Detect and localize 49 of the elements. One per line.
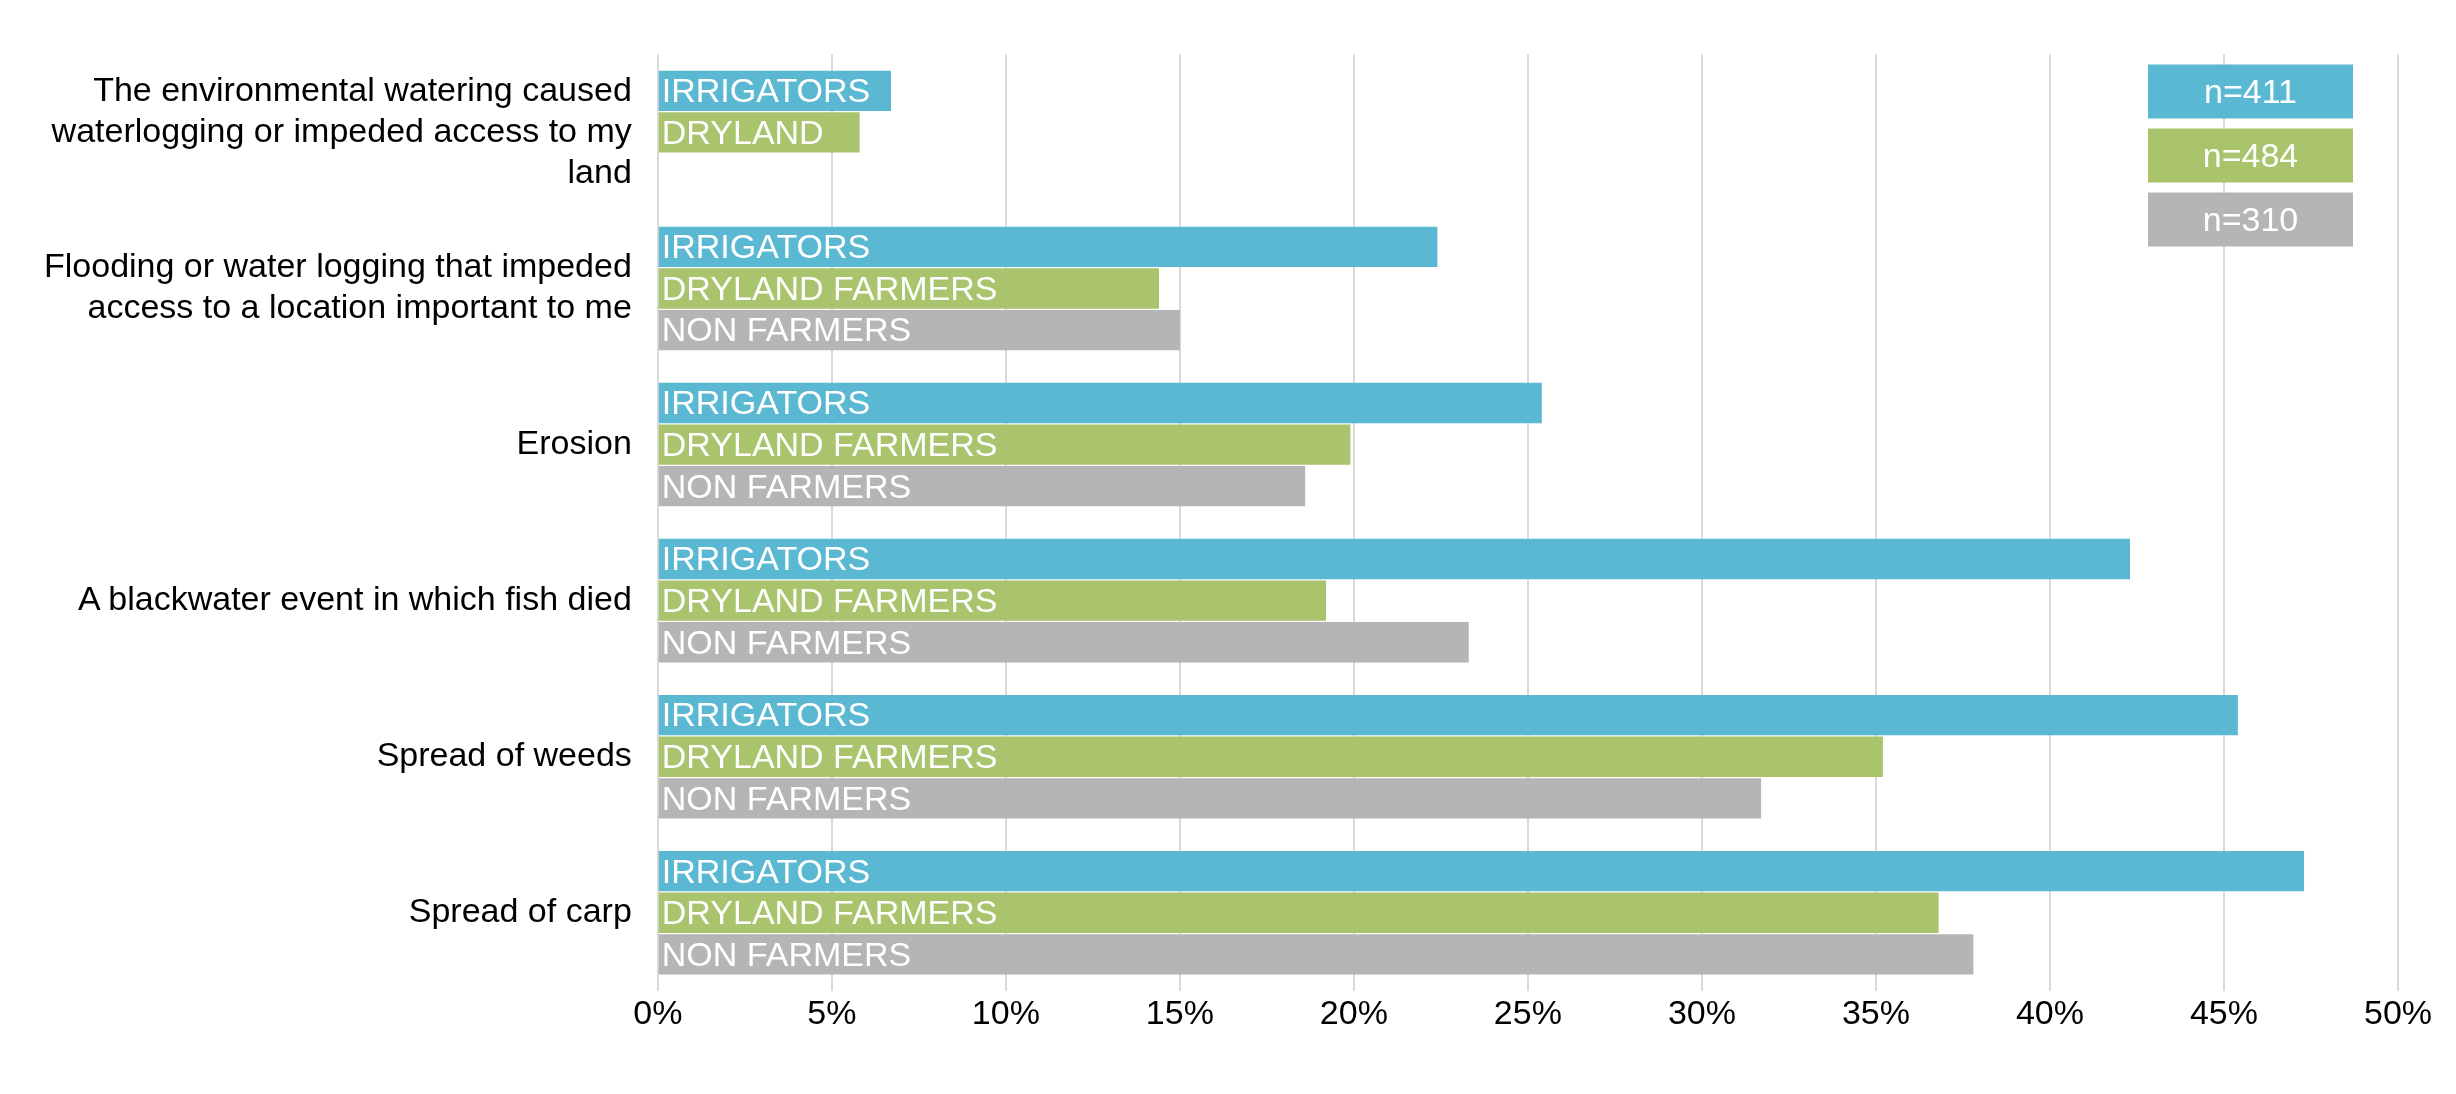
x-tick-label: 50% <box>2363 992 2433 1031</box>
data-label: NON FARMERS <box>661 778 912 817</box>
data-label: NON FARMERS <box>661 934 912 973</box>
data-label: IRRIGATORS <box>661 539 871 578</box>
x-tick-label: 45% <box>2189 992 2259 1031</box>
y-tick-label: Flooding or water logging that impeded access to a location important to me <box>44 246 632 326</box>
x-tick-label: 40% <box>2015 992 2084 1031</box>
x-tick-label: 0% <box>633 992 683 1031</box>
y-tick-label: Spread of carp <box>408 891 632 930</box>
data-label: NON FARMERS <box>661 466 912 505</box>
text: n=411 <box>2204 71 2297 110</box>
text: n=310 <box>2202 199 2299 238</box>
data-label: DRYLAND FARMERS <box>661 268 998 307</box>
data-label: IRRIGATORS <box>661 71 871 110</box>
y-tick-label: The environmental watering caused waterlogging or impeded access to my land <box>50 70 632 190</box>
bar <box>658 892 1939 933</box>
bar <box>658 538 2131 580</box>
y-tick-label: Spread of weeds <box>376 735 632 774</box>
bar <box>658 424 1351 465</box>
data-label: DRYLAND FARMERS <box>661 424 998 463</box>
bar <box>658 778 1762 819</box>
data-label: DRYLAND FARMERS <box>661 737 998 776</box>
bar <box>658 850 2305 892</box>
bar <box>658 622 1469 663</box>
x-tick-label: 25% <box>1493 992 1562 1031</box>
bar <box>658 934 1974 975</box>
data-label: DRYLAND FARMERS <box>661 893 998 932</box>
data-label: DRYLAND <box>661 112 824 151</box>
data-label: IRRIGATORS <box>661 695 871 734</box>
y-tick-label: Erosion <box>516 422 632 461</box>
data-label: IRRIGATORS <box>661 851 871 890</box>
bar <box>658 736 1883 777</box>
x-tick-label: 15% <box>1145 992 1214 1031</box>
data-label: NON FARMERS <box>661 622 912 661</box>
y-tick-label: A blackwater event in which fish died <box>78 579 632 618</box>
bar <box>658 226 1438 268</box>
data-label: IRRIGATORS <box>661 383 871 422</box>
data-label: NON FARMERS <box>661 310 912 349</box>
data-label: DRYLAND FARMERS <box>661 581 998 620</box>
x-tick-label: 30% <box>1667 992 1736 1031</box>
x-tick-label: 10% <box>971 992 1040 1031</box>
text: n=484 <box>2202 135 2299 174</box>
bar <box>658 694 2238 736</box>
x-tick-label: 35% <box>1841 992 1910 1031</box>
x-tick-label: 20% <box>1319 992 1388 1031</box>
bar <box>658 382 1542 424</box>
x-tick-label: 5% <box>807 992 857 1031</box>
bar <box>658 580 1327 621</box>
data-label: IRRIGATORS <box>661 227 871 266</box>
